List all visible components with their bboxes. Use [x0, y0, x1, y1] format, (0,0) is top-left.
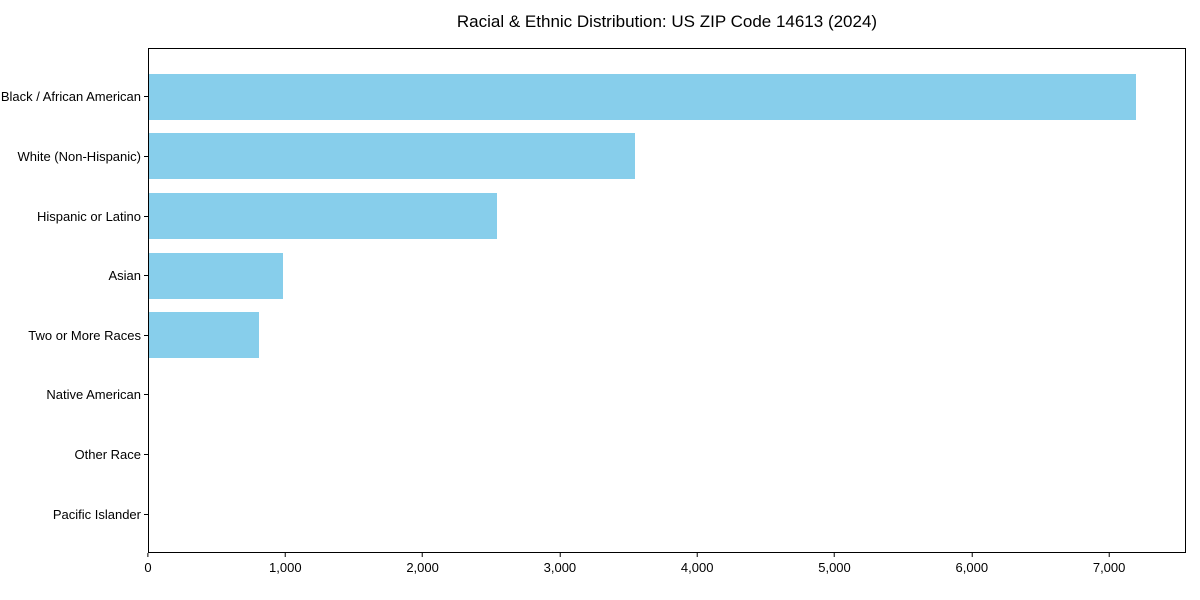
x-tick-label: 0	[144, 560, 152, 575]
category-label: White (Non-Hispanic)	[17, 148, 141, 164]
bar-row	[149, 306, 1185, 366]
y-tick-mark	[144, 155, 148, 157]
bar-row	[149, 365, 1185, 425]
y-tick-mark	[144, 513, 148, 515]
y-tick: Hispanic or Latino	[0, 186, 148, 246]
y-tick: White (Non-Hispanic)	[0, 127, 148, 187]
x-tick: 7,000	[1092, 553, 1126, 575]
x-axis: 0 1,000 2,000 3,000 4,000 5,000 6,000 7,000	[144, 553, 1186, 585]
category-label: Pacific Islander	[52, 506, 141, 522]
y-tick: Black / African American	[0, 67, 148, 127]
x-tick-label: 2,000	[406, 560, 439, 575]
category-label: Black / African American	[0, 89, 141, 105]
x-tick: 4,000	[680, 553, 714, 575]
x-tick: 0	[144, 553, 152, 575]
bar-two-or-more-races	[149, 312, 259, 359]
bar-black-african-american	[149, 73, 1136, 120]
bar-hispanic-or-latino	[149, 193, 498, 240]
x-tick-mark	[833, 553, 835, 557]
bar-row	[149, 186, 1185, 246]
bar-row	[149, 246, 1185, 306]
y-tick-mark	[144, 96, 148, 98]
bar-row	[149, 127, 1185, 187]
y-tick-mark	[144, 454, 148, 456]
x-tick-label: 5,000	[818, 560, 851, 575]
category-label: Native American	[46, 387, 141, 403]
x-tick-label: 4,000	[680, 560, 714, 575]
x-tick-mark	[422, 553, 424, 557]
x-tick-mark	[559, 553, 561, 557]
y-tick: Native American	[0, 365, 148, 425]
bars-container	[149, 67, 1185, 544]
x-tick-label: 7,000	[1092, 560, 1126, 575]
chart-title: Racial & Ethnic Distribution: US ZIP Cod…	[456, 12, 878, 31]
bar-row	[149, 484, 1185, 544]
x-tick: 6,000	[955, 553, 989, 575]
category-label: Two or More Races	[28, 327, 141, 343]
x-tick-mark	[1108, 553, 1110, 557]
x-tick-label: 3,000	[543, 560, 577, 575]
y-tick-mark	[144, 334, 148, 336]
category-label: Asian	[108, 268, 141, 284]
y-tick-mark	[144, 275, 148, 277]
y-tick: Asian	[0, 246, 148, 306]
bar-white-non-hispanic	[149, 133, 636, 180]
category-label: Other Race	[74, 447, 141, 463]
x-tick-label: 6,000	[955, 560, 989, 575]
x-tick-mark	[284, 553, 286, 557]
y-tick-mark	[144, 394, 148, 396]
y-tick: Two or More Races	[0, 306, 148, 366]
plot-area	[148, 48, 1186, 553]
x-tick-mark	[147, 553, 149, 557]
x-tick: 2,000	[406, 553, 439, 575]
x-tick: 1,000	[269, 553, 302, 575]
x-tick: 5,000	[818, 553, 851, 575]
x-tick: 3,000	[543, 553, 577, 575]
category-label: Hispanic or Latino	[36, 208, 141, 224]
y-tick: Other Race	[0, 425, 148, 485]
x-tick-mark	[971, 553, 973, 557]
bar-asian	[149, 252, 284, 299]
bar-row	[149, 425, 1185, 485]
bar-row	[149, 67, 1185, 127]
x-tick-mark	[696, 553, 698, 557]
x-tick-label: 1,000	[269, 560, 302, 575]
y-tick: Pacific Islander	[0, 484, 148, 544]
y-axis: Black / African American White (Non-Hispa…	[0, 67, 148, 544]
y-tick-mark	[144, 215, 148, 217]
